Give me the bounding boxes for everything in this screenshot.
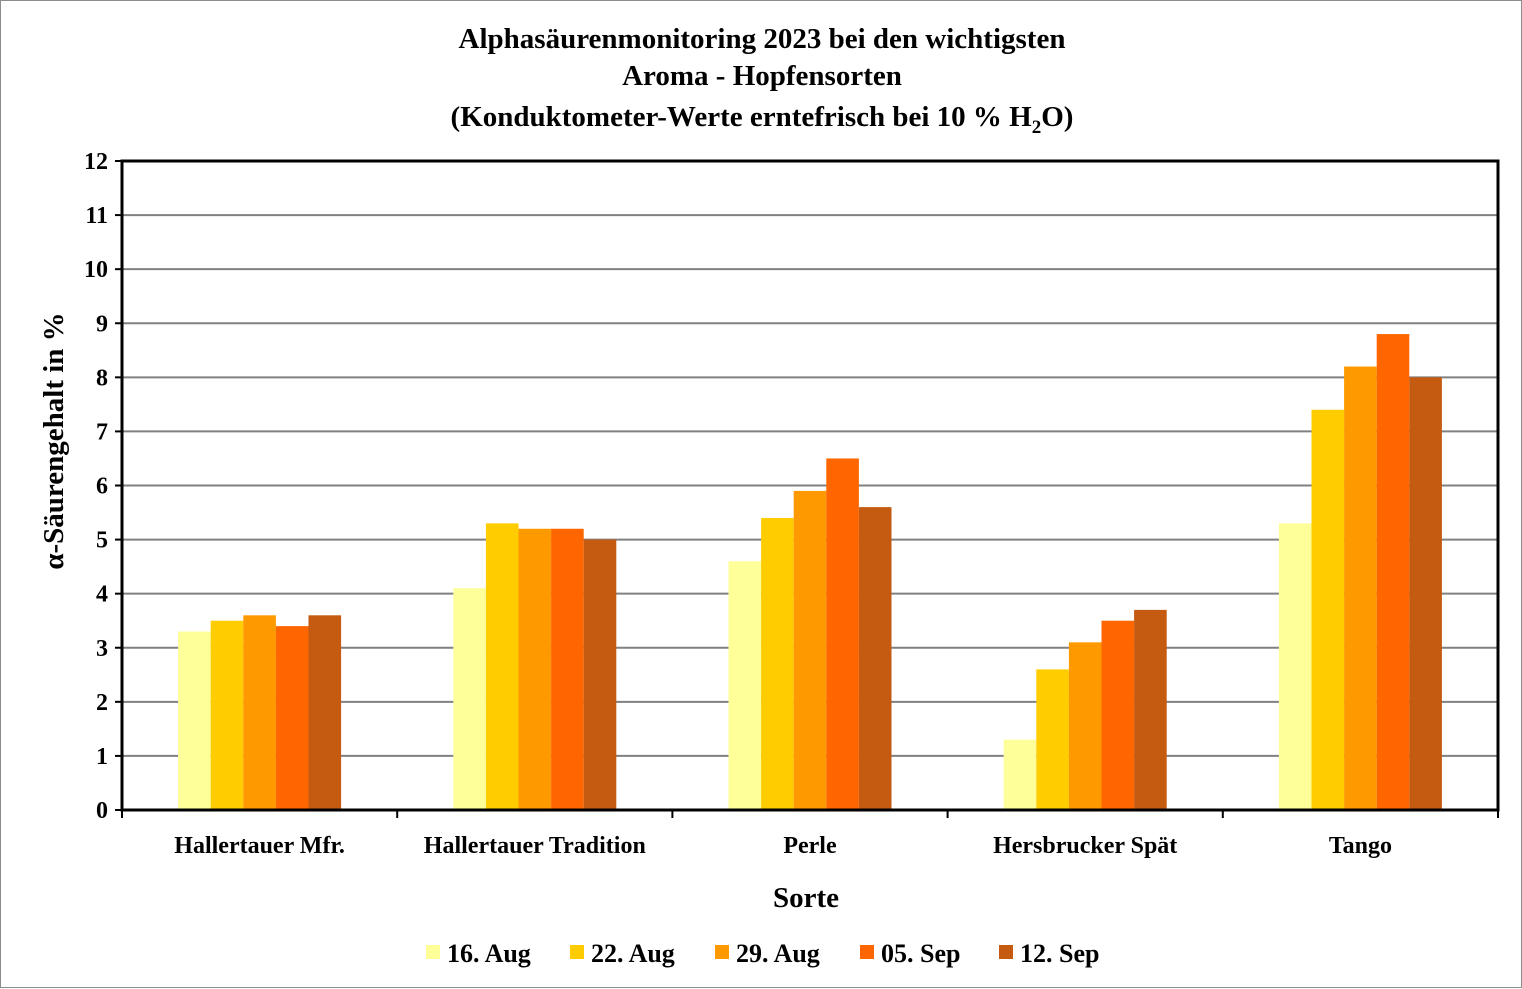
y-tick-label: 11: [85, 203, 108, 229]
y-tick-label: 9: [96, 311, 108, 337]
legend-label: 16. Aug: [447, 939, 531, 968]
y-tick-label: 8: [96, 365, 108, 391]
bar: [761, 517, 794, 810]
y-tick-label: 1: [96, 744, 108, 770]
title-line-3-end: O): [1041, 101, 1073, 133]
y-tick-label: 12: [84, 149, 108, 175]
bar: [858, 507, 892, 810]
bar: [210, 620, 244, 810]
y-tick-label: 6: [96, 474, 108, 500]
bar: [275, 626, 309, 810]
legend-label: 22. Aug: [591, 939, 675, 968]
x-category-label: Perle: [783, 833, 837, 859]
bar: [1311, 409, 1345, 810]
bar: [826, 458, 859, 810]
bar: [793, 490, 827, 810]
y-tick-label: 3: [96, 636, 108, 662]
bar: [583, 539, 617, 810]
bar: [551, 528, 584, 810]
x-category-label: Hallertauer Mfr.: [174, 833, 345, 859]
title-line-2: Aroma - Hopfensorten: [622, 60, 902, 92]
bar: [1068, 642, 1102, 810]
x-category-label: Hallertauer Tradition: [424, 833, 646, 859]
legend-label: 29. Aug: [736, 939, 820, 968]
y-tick-label: 4: [96, 582, 108, 608]
bar: [485, 523, 519, 810]
bars: [178, 334, 1442, 810]
chart-title: Alphasäurenmonitoring 2023 bei den wicht…: [451, 23, 1074, 138]
axes: [115, 159, 1500, 818]
legend-swatch: [999, 945, 1013, 959]
title-line-3-subscript: 2: [1032, 117, 1042, 138]
bar: [518, 528, 552, 810]
bar: [1278, 523, 1312, 810]
bar: [453, 588, 486, 810]
bar: [728, 561, 762, 810]
x-axis-title: Sorte: [773, 882, 839, 914]
legend-swatch: [715, 945, 729, 959]
bar: [1003, 739, 1037, 810]
y-tick-label: 10: [84, 257, 108, 283]
y-tick-label: 7: [96, 419, 108, 445]
x-category-labels: Hallertauer Mfr. Hallertauer Tradition Per…: [174, 833, 1392, 859]
y-axis-title: α-Säurengehalt in %: [38, 312, 70, 569]
legend-label: 05. Sep: [881, 939, 960, 968]
bar: [308, 615, 342, 810]
title-line-3-main: (Konduktometer-Werte erntefrisch bei 10 …: [451, 101, 1033, 133]
legend-label: 12. Sep: [1020, 939, 1099, 968]
legend-swatch: [860, 945, 874, 959]
y-tick-label: 2: [96, 690, 108, 716]
bar: [1101, 620, 1135, 810]
title-line-3: (Konduktometer-Werte erntefrisch bei 10 …: [451, 101, 1074, 138]
legend-swatch: [570, 945, 584, 959]
bar: [178, 631, 211, 810]
bar: [1376, 334, 1410, 810]
legend: 16. Aug 22. Aug 29. Aug 05. Sep 12. Sep: [426, 939, 1099, 968]
y-tick-label: 0: [96, 798, 108, 824]
x-category-label: Tango: [1329, 833, 1392, 859]
bar: [1134, 609, 1167, 810]
bar: [1344, 366, 1377, 810]
y-tick-label: 5: [96, 528, 108, 554]
legend-swatch: [426, 945, 440, 959]
bar: [243, 615, 276, 810]
bar: [1036, 669, 1069, 810]
title-line-1: Alphasäurenmonitoring 2023 bei den wicht…: [459, 23, 1066, 55]
bar: [1409, 377, 1442, 810]
x-category-label: Hersbrucker Spät: [993, 833, 1177, 859]
